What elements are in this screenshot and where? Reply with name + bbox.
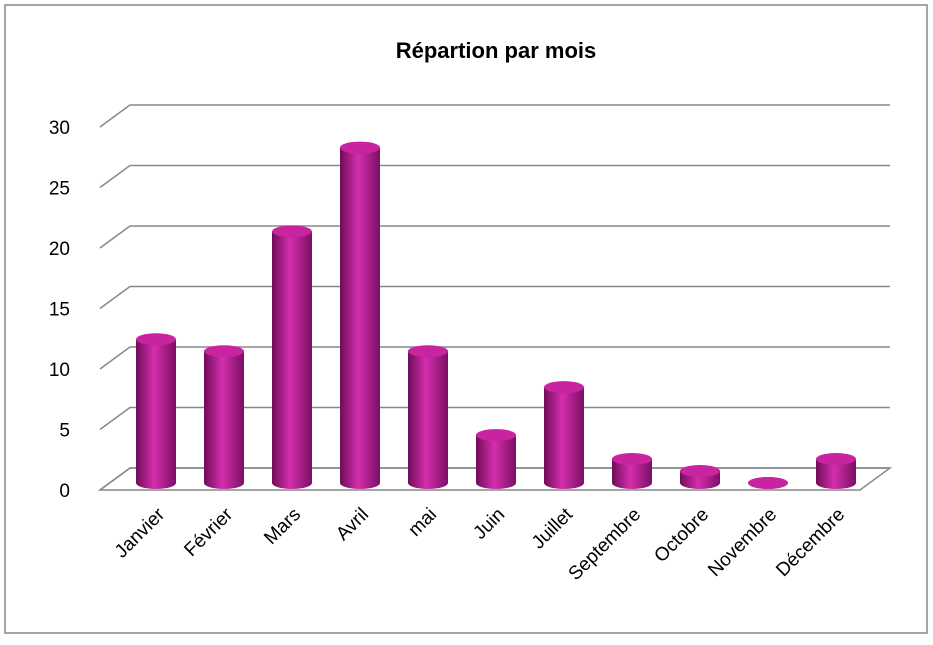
bar <box>748 477 788 489</box>
grid-line <box>99 104 890 128</box>
bar-bottom <box>272 477 312 489</box>
bar-top <box>748 477 788 489</box>
bar-top <box>340 141 380 154</box>
bar-bottom <box>816 477 856 489</box>
bar-top <box>272 225 312 238</box>
bar-body <box>204 351 244 483</box>
grid-line <box>99 164 890 189</box>
bar-bottom <box>204 477 244 489</box>
bar-body <box>612 459 652 483</box>
bar-body <box>272 231 312 483</box>
bar-top <box>816 453 856 466</box>
bar <box>544 381 584 489</box>
bar-body <box>816 459 856 483</box>
y-tick-label: 20 <box>49 239 70 260</box>
chart-title: Répartion par mois <box>396 38 596 63</box>
bar-body <box>476 435 516 483</box>
bar-top <box>544 381 584 394</box>
bar-body <box>544 387 584 483</box>
y-tick-label: 0 <box>59 481 70 502</box>
bar-body <box>340 147 380 483</box>
bar-bottom <box>136 477 176 489</box>
bar-bottom <box>680 477 720 489</box>
y-tick-label: 25 <box>49 179 70 200</box>
bar <box>136 333 176 489</box>
bar <box>476 429 516 489</box>
bar-top <box>612 453 652 466</box>
bar-bottom <box>544 477 584 489</box>
bar <box>612 453 652 489</box>
bar-bottom <box>408 477 448 489</box>
y-tick-label: 5 <box>59 421 70 442</box>
bar-bottom <box>476 477 516 489</box>
y-tick-label: 15 <box>49 300 70 321</box>
grid-line <box>99 285 890 310</box>
y-tick-label: 30 <box>49 118 70 139</box>
bar <box>816 453 856 489</box>
bar-body <box>408 351 448 483</box>
bar-top <box>136 333 176 346</box>
bar <box>340 141 380 489</box>
grid-line <box>99 406 890 431</box>
bar <box>680 465 720 489</box>
chart-frame <box>4 4 928 634</box>
bar-bottom <box>612 477 652 489</box>
bar <box>204 345 244 489</box>
bar-body <box>136 339 176 483</box>
grid-line <box>99 225 890 249</box>
bar <box>272 225 312 489</box>
bar <box>408 345 448 489</box>
bar-top <box>408 345 448 358</box>
bar-top <box>680 465 720 478</box>
bar-top <box>476 429 516 442</box>
grid-line <box>99 346 890 370</box>
bar-bottom <box>340 477 380 489</box>
y-tick-label: 10 <box>49 360 70 381</box>
bar-top <box>204 345 244 358</box>
